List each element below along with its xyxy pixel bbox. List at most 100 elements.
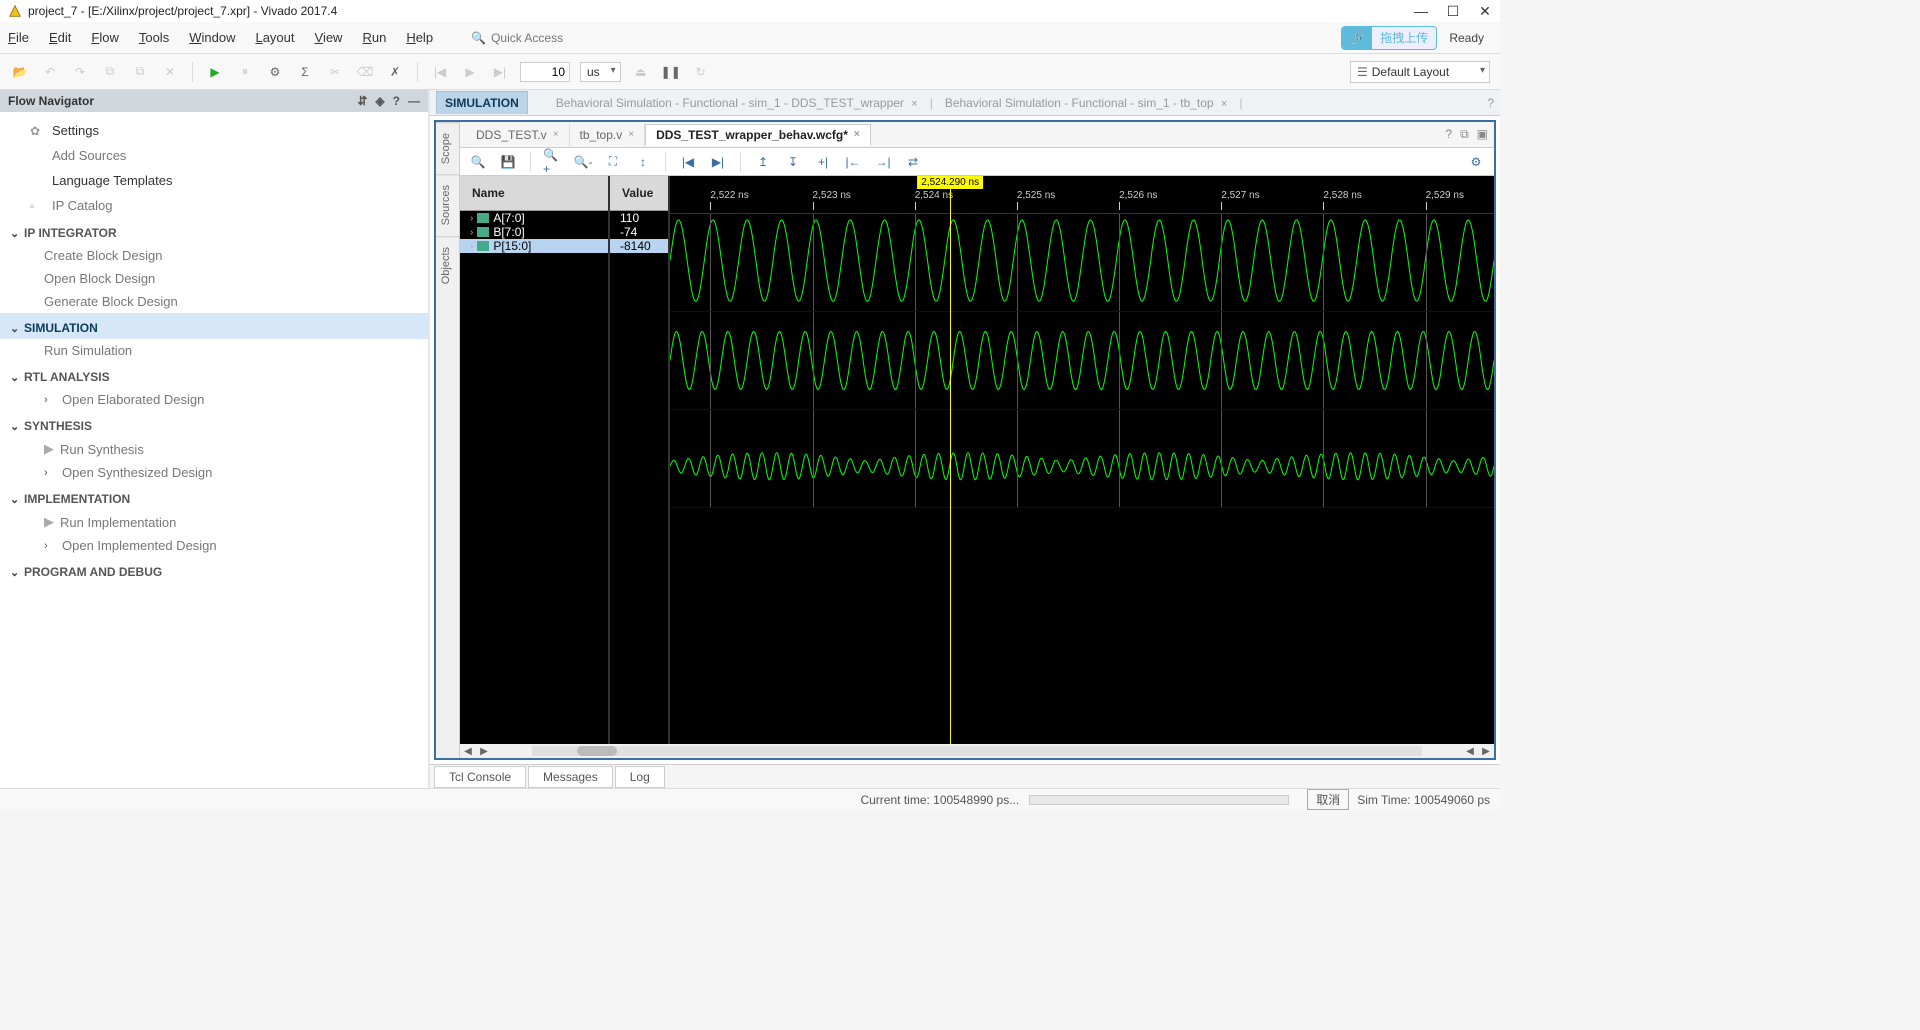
prev-edge-icon[interactable]: |◀ xyxy=(678,152,698,172)
pause-icon[interactable]: ❚❚ xyxy=(661,62,681,82)
time-ruler[interactable]: 2,522 ns2,523 ns2,524 ns2,525 ns2,526 ns… xyxy=(670,176,1494,214)
waveform-row[interactable] xyxy=(670,214,1494,312)
zoom-fit-icon[interactable]: ⛶ xyxy=(603,152,623,172)
menu-help[interactable]: Help xyxy=(406,30,433,45)
nav-sub-item[interactable]: Open Block Design xyxy=(0,267,428,290)
add-marker-icon[interactable]: +| xyxy=(813,152,833,172)
stop-icon[interactable]: ⏸ xyxy=(235,62,255,82)
popout-icon[interactable]: ⧉ xyxy=(1460,127,1469,142)
marker-line[interactable] xyxy=(950,176,951,744)
time-unit-select[interactable]: us xyxy=(580,62,621,82)
close-button[interactable]: ✕ xyxy=(1478,4,1492,18)
nav-section-header[interactable]: ⌄IP INTEGRATOR xyxy=(0,218,428,244)
file-tab[interactable]: DDS_TEST_wrapper_behav.wcfg* × xyxy=(645,124,871,146)
paste-icon[interactable]: ⧉ xyxy=(130,62,150,82)
menu-window[interactable]: Window xyxy=(189,30,235,45)
nav-sub-item[interactable]: Generate Block Design xyxy=(0,290,428,313)
redo-icon[interactable]: ↷ xyxy=(70,62,90,82)
scroll-thumb[interactable] xyxy=(577,746,617,756)
close-icon[interactable]: × xyxy=(628,129,634,140)
side-tab-objects[interactable]: Objects xyxy=(436,236,459,294)
play-icon[interactable]: ▶ xyxy=(460,62,480,82)
console-tab-messages[interactable]: Messages xyxy=(528,766,613,788)
scroll-left-icon[interactable]: ◀ xyxy=(460,746,476,757)
nav-sub-item[interactable]: ›Open Elaborated Design xyxy=(0,388,428,411)
sigma-icon[interactable]: Σ xyxy=(295,62,315,82)
horizontal-scrollbar[interactable]: ◀ ▶ ◀ ▶ xyxy=(460,744,1494,758)
nav-item[interactable]: ✿Settings xyxy=(0,118,428,143)
time-input[interactable] xyxy=(520,62,570,82)
eraser-icon[interactable]: ⌫ xyxy=(355,62,375,82)
nav-item[interactable]: Add Sources xyxy=(0,143,428,168)
main-tab-inactive[interactable]: Behavioral Simulation - Functional - sim… xyxy=(548,92,926,114)
search-icon[interactable]: 🔍 xyxy=(468,152,488,172)
cancel-button[interactable]: 取消 xyxy=(1307,789,1349,810)
nav-section-header[interactable]: ⌄PROGRAM AND DEBUG xyxy=(0,557,428,583)
signal-name-row[interactable]: › P[15:0] xyxy=(460,239,608,253)
main-tab-inactive[interactable]: Behavioral Simulation - Functional - sim… xyxy=(937,92,1236,114)
cursor-icon[interactable]: ↕ xyxy=(633,152,653,172)
nav-sub-item[interactable]: Create Block Design xyxy=(0,244,428,267)
close-tab-icon[interactable]: × xyxy=(911,98,917,110)
scroll-right2-icon[interactable]: ▶ xyxy=(1478,746,1494,757)
menu-file[interactable]: File xyxy=(8,30,29,45)
collapse-icon[interactable]: ⇵ xyxy=(357,94,367,108)
upload-badge[interactable]: 🔗 拖拽上传 xyxy=(1341,26,1437,50)
maximize-button[interactable]: ☐ xyxy=(1446,4,1460,18)
next-marker-icon[interactable]: →| xyxy=(873,152,893,172)
nav-sub-item[interactable]: ›Open Synthesized Design xyxy=(0,461,428,484)
pin-icon[interactable]: ✗ xyxy=(385,62,405,82)
console-tab-tcl-console[interactable]: Tcl Console xyxy=(434,766,526,788)
nav-section-header[interactable]: ⌄SYNTHESIS xyxy=(0,411,428,437)
nav-sub-item[interactable]: ▶Run Synthesis xyxy=(0,437,428,461)
settings-icon[interactable]: ⚙ xyxy=(265,62,285,82)
zoom-in-icon[interactable]: 🔍+ xyxy=(543,152,563,172)
nav-section-header[interactable]: ⌄IMPLEMENTATION xyxy=(0,484,428,510)
open-icon[interactable]: 📂 xyxy=(10,62,30,82)
reload-icon[interactable]: ↻ xyxy=(691,62,711,82)
scroll-right-icon[interactable]: ▶ xyxy=(476,746,492,757)
nav-item[interactable]: Language Templates xyxy=(0,168,428,193)
minimize-panel-icon[interactable]: — xyxy=(408,94,420,108)
signal-name-row[interactable]: › B[7:0] xyxy=(460,225,608,239)
menu-edit[interactable]: Edit xyxy=(49,30,71,45)
nav-sub-item[interactable]: ▶Run Implementation xyxy=(0,510,428,534)
gear-icon[interactable]: ⚙ xyxy=(1466,152,1486,172)
prev-icon[interactable]: |◀ xyxy=(430,62,450,82)
prev-marker-icon[interactable]: |← xyxy=(843,152,863,172)
menu-layout[interactable]: Layout xyxy=(255,30,294,45)
layout-dropdown[interactable]: Default Layout xyxy=(1350,61,1490,83)
swap-icon[interactable]: ⇄ xyxy=(903,152,923,172)
waveform-area[interactable]: Name › A[7:0]› B[7:0]› P[15:0] Value 110… xyxy=(460,176,1494,744)
nav-sub-item[interactable]: Run Simulation xyxy=(0,339,428,362)
close-icon[interactable]: × xyxy=(854,129,860,140)
maximize-icon[interactable]: ▣ xyxy=(1477,127,1488,142)
nav-section-header[interactable]: ⌄RTL ANALYSIS xyxy=(0,362,428,388)
nav-item[interactable]: ▫IP Catalog xyxy=(0,193,428,218)
menu-view[interactable]: View xyxy=(315,30,343,45)
help-icon[interactable]: ? xyxy=(1445,127,1452,142)
close-icon[interactable]: × xyxy=(553,129,559,140)
nav-section-header[interactable]: ⌄SIMULATION xyxy=(0,313,428,339)
undo-icon[interactable]: ↶ xyxy=(40,62,60,82)
zoom-out-icon[interactable]: 🔍- xyxy=(573,152,593,172)
side-tab-sources[interactable]: Sources xyxy=(436,174,459,235)
cut-icon[interactable]: ✂ xyxy=(325,62,345,82)
console-tab-log[interactable]: Log xyxy=(615,766,665,788)
scroll-left2-icon[interactable]: ◀ xyxy=(1462,746,1478,757)
file-tab[interactable]: DDS_TEST.v × xyxy=(466,124,570,146)
waveform-row[interactable] xyxy=(670,312,1494,410)
quick-access-search[interactable]: 🔍 xyxy=(469,27,889,49)
quick-access-input[interactable] xyxy=(469,27,889,49)
step-down-icon[interactable]: ↧ xyxy=(783,152,803,172)
menu-tools[interactable]: Tools xyxy=(139,30,169,45)
menu-run[interactable]: Run xyxy=(362,30,386,45)
help-icon[interactable]: ? xyxy=(393,94,400,108)
step-down-icon[interactable]: ⏏ xyxy=(631,62,651,82)
waveform-row[interactable] xyxy=(670,410,1494,508)
step-up-icon[interactable]: ↥ xyxy=(753,152,773,172)
side-tab-scope[interactable]: Scope xyxy=(436,122,459,174)
nav-sub-item[interactable]: ›Open Implemented Design xyxy=(0,534,428,557)
save-icon[interactable]: 💾 xyxy=(498,152,518,172)
waveform-canvas[interactable]: 2,524.290 ns 2,522 ns2,523 ns2,524 ns2,5… xyxy=(670,176,1494,744)
